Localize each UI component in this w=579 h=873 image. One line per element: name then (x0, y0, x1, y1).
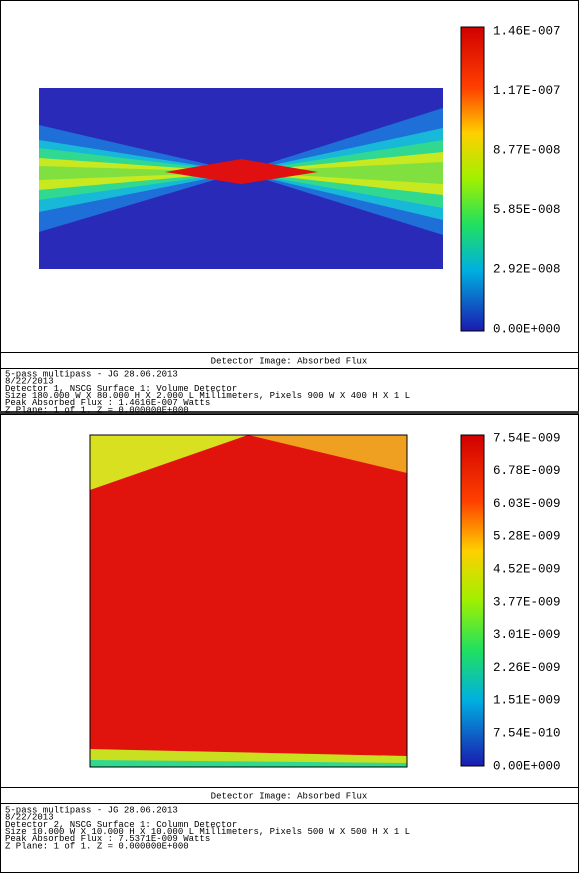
info-line: Detector 1, NSCG Surface 1: Volume Detec… (5, 384, 237, 394)
colorbar-label: 1.51E-009 (493, 694, 561, 708)
info-line: 8/22/2013 (5, 377, 54, 387)
info-line: Peak Absorbed Flux : 1.4616E-007 Watts (5, 398, 210, 408)
separator (0, 411, 579, 414)
colorbar-label: 2.92E-008 (493, 263, 561, 277)
colorbar (460, 26, 485, 332)
info-line: 5-pass multipass - JG 28.06.2013 (5, 369, 178, 379)
colorbar-label: 2.26E-009 (493, 661, 561, 675)
colorbar-label: 3.01E-009 (493, 628, 561, 642)
colorbar-label: 3.77E-009 (493, 595, 561, 609)
info-line: Detector 2, NSCG Surface 1: Column Detec… (5, 820, 237, 830)
colorbar-label: 6.03E-009 (493, 497, 561, 511)
colorbar-label: 1.17E-007 (493, 84, 561, 98)
colorbar-label: 7.54E-010 (493, 726, 561, 740)
colorbar-label: 5.28E-009 (493, 530, 561, 544)
colorbar (460, 434, 485, 767)
colorbar-label: 4.52E-009 (493, 562, 561, 576)
info-line: 8/22/2013 (5, 813, 54, 823)
caption: Detector Image: Absorbed Flux (211, 791, 368, 801)
caption: Detector Image: Absorbed Flux (211, 356, 368, 366)
info-line: Z Plane: 1 of 1. Z = 0.000000E+000 (5, 405, 189, 415)
colorbar-label: 0.00E+000 (493, 322, 561, 336)
info-line: Z Plane: 1 of 1. Z = 0.000000E+000 (5, 841, 189, 851)
detector-image (39, 88, 443, 269)
colorbar-label: 5.85E-008 (493, 203, 561, 217)
info-line: Size 10.000 W X 10.000 H X 10.000 L Mill… (5, 827, 410, 837)
info-line: Peak Absorbed Flux : 7.5371E-009 Watts (5, 834, 210, 844)
colorbar-label: 8.77E-008 (493, 143, 561, 157)
colorbar-label: 7.54E-009 (493, 431, 561, 445)
colorbar-label: 1.46E-007 (493, 24, 561, 38)
colorbar-label: 0.00E+000 (493, 759, 561, 773)
colorbar-label: 6.78E-009 (493, 464, 561, 478)
info-line: Size 180.000 W X 80.000 H X 2.000 L Mill… (5, 391, 410, 401)
info-line: 5-pass multipass - JG 28.06.2013 (5, 805, 178, 815)
detector-image (89, 434, 408, 768)
